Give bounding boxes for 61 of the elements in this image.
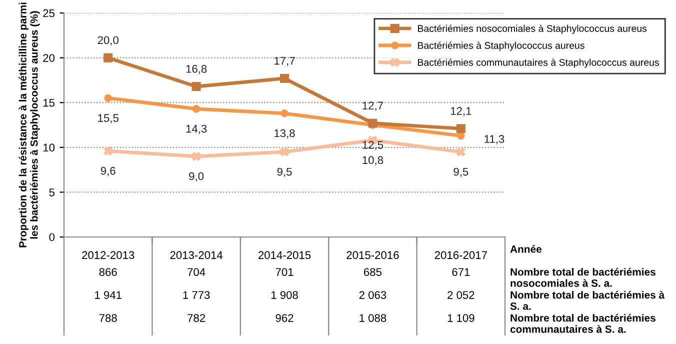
y-tick-label: 10 bbox=[43, 144, 55, 152]
point bbox=[280, 110, 288, 118]
point bbox=[104, 146, 113, 156]
data-label: 15,5 bbox=[98, 114, 118, 124]
text: 671 bbox=[452, 268, 470, 276]
y-tick-label: 20 bbox=[43, 54, 55, 62]
text: 685 bbox=[364, 268, 382, 276]
point bbox=[192, 105, 200, 113]
text: 782 bbox=[188, 314, 206, 322]
point bbox=[104, 94, 112, 102]
text: 704 bbox=[188, 268, 206, 276]
point bbox=[456, 124, 466, 134]
point bbox=[192, 152, 201, 161]
point bbox=[368, 118, 378, 128]
text: Nombre total de bactériémies à S. a. bbox=[510, 290, 665, 310]
point bbox=[104, 53, 113, 62]
x-tick-label: 2012-2013 bbox=[82, 251, 134, 260]
y-tick-label: 5 bbox=[49, 188, 55, 196]
data-label: 12,7 bbox=[362, 102, 383, 111]
text: 866 bbox=[99, 268, 117, 276]
legend-label: Bactériémies nosocomiales à Staphylococcus aureus bbox=[418, 24, 647, 34]
text: 1 908 bbox=[271, 291, 298, 299]
text: Nombre total de bactériémies nosocomiales à S. a. bbox=[510, 268, 656, 287]
text: 1 941 bbox=[95, 291, 122, 299]
data-label: 9,0 bbox=[189, 172, 204, 182]
data-label: 13,8 bbox=[274, 129, 295, 138]
x-tick-label: 2013-2014 bbox=[170, 251, 223, 260]
x-tick-label: 2014-2015 bbox=[258, 251, 311, 260]
text: 2 063 bbox=[359, 291, 386, 299]
y-tick-label: 25 bbox=[43, 9, 55, 18]
x-tick-label: 2015-2016 bbox=[346, 251, 399, 260]
point bbox=[280, 74, 290, 83]
data-label: 9,5 bbox=[454, 168, 468, 178]
text: 701 bbox=[276, 268, 294, 276]
y-tick-label: 0 bbox=[49, 233, 55, 242]
text: 1 109 bbox=[448, 314, 474, 322]
legend-label: Bactériémies à Staphylococcus aureus bbox=[418, 42, 584, 51]
data-label: 9,5 bbox=[277, 168, 292, 178]
x-tick-label: 2016-2017 bbox=[434, 251, 487, 260]
data-label: 17,7 bbox=[274, 56, 295, 66]
data-label: 11,3 bbox=[484, 135, 504, 144]
data-label: 14,3 bbox=[186, 124, 207, 134]
text: Année bbox=[510, 245, 542, 253]
text: 2 052 bbox=[448, 291, 474, 299]
data-label: 16,8 bbox=[186, 64, 207, 74]
point bbox=[192, 82, 201, 91]
data-label: 12,1 bbox=[450, 107, 472, 116]
point bbox=[456, 147, 466, 156]
y-tick-label: 15 bbox=[43, 98, 55, 107]
point bbox=[280, 147, 290, 156]
data-label: 9,6 bbox=[100, 166, 116, 176]
data-label: 20,0 bbox=[98, 36, 118, 46]
text: 1 088 bbox=[360, 314, 386, 322]
data-label: 10,8 bbox=[362, 156, 384, 166]
text: 962 bbox=[276, 314, 294, 322]
legend-label: Bactériémies communautaires à Staphylococcus aureus bbox=[418, 58, 659, 68]
text: 788 bbox=[99, 314, 117, 322]
y-axis-title: Proportion de la résistance à la méthicilline parmi les bactériémies à Staphylococcus aureus (%) bbox=[18, 2, 40, 248]
data-label: 12,5 bbox=[362, 140, 384, 150]
text: 1 773 bbox=[183, 291, 210, 299]
text: Nombre total de bactériémies communautaires à S. a. bbox=[510, 314, 656, 333]
